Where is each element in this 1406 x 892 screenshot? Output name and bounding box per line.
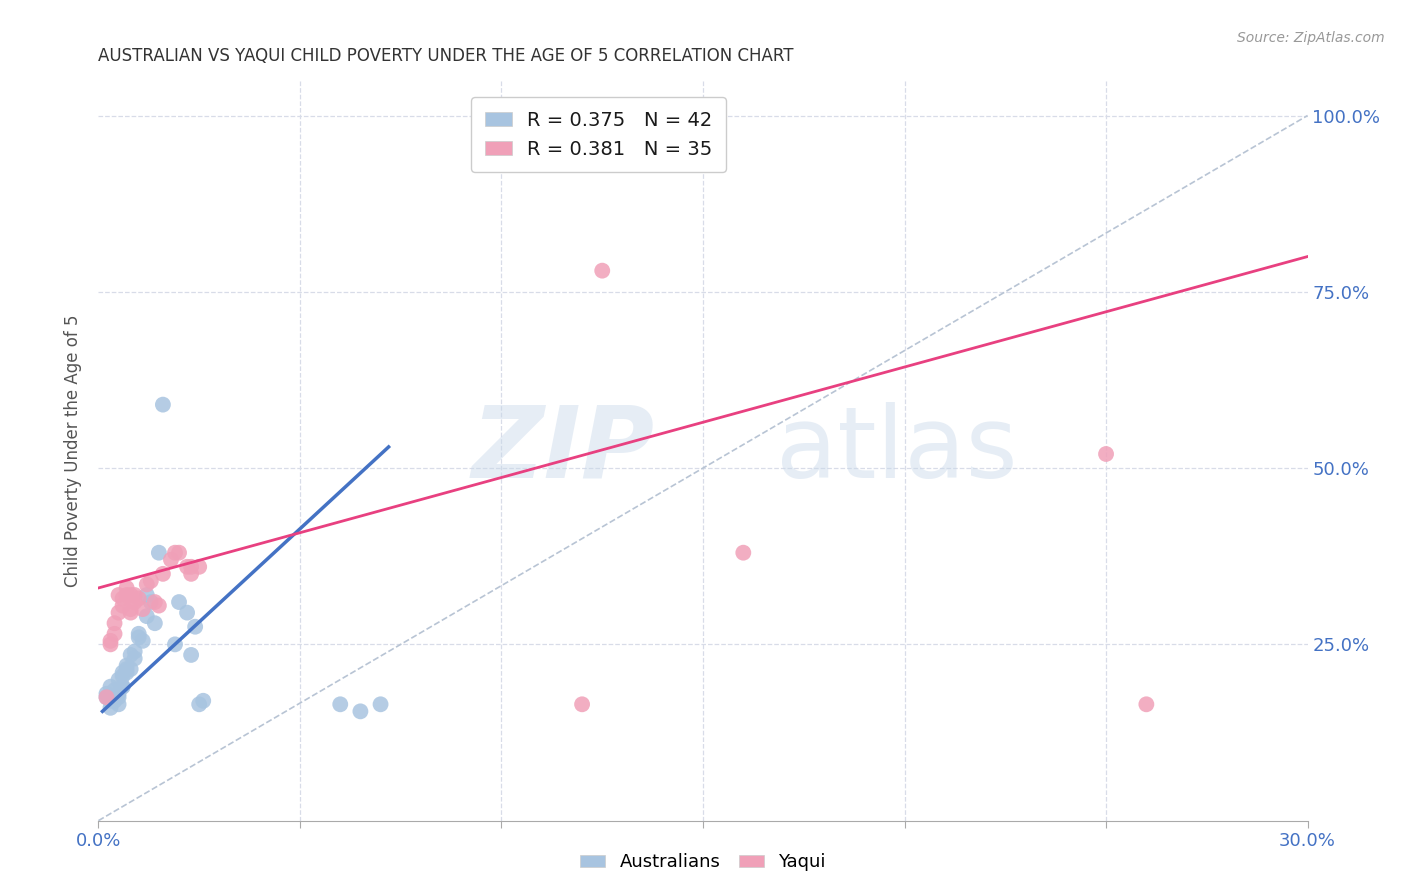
Point bbox=[100, 633, 122, 648]
Point bbox=[100, 680, 122, 694]
Point bbox=[188, 559, 211, 574]
Point bbox=[135, 577, 157, 591]
Point bbox=[152, 398, 174, 412]
Point bbox=[193, 694, 215, 708]
Point bbox=[120, 606, 142, 620]
Point bbox=[124, 595, 146, 609]
Point bbox=[96, 687, 118, 701]
Point bbox=[111, 680, 134, 694]
Point bbox=[96, 690, 118, 705]
Point bbox=[107, 687, 129, 701]
Point bbox=[124, 588, 146, 602]
Point bbox=[111, 680, 134, 694]
Point bbox=[100, 701, 122, 715]
Point bbox=[107, 606, 129, 620]
Text: AUSTRALIAN VS YAQUI CHILD POVERTY UNDER THE AGE OF 5 CORRELATION CHART: AUSTRALIAN VS YAQUI CHILD POVERTY UNDER … bbox=[98, 47, 794, 65]
Point bbox=[163, 637, 186, 651]
Point bbox=[103, 616, 125, 631]
Point bbox=[103, 690, 125, 705]
Point bbox=[139, 574, 162, 588]
Point bbox=[115, 581, 138, 595]
Point bbox=[128, 591, 150, 606]
Point bbox=[180, 559, 202, 574]
Point bbox=[370, 698, 392, 712]
Point bbox=[132, 633, 155, 648]
Point bbox=[139, 595, 162, 609]
Point bbox=[176, 559, 198, 574]
Point bbox=[107, 588, 129, 602]
Point bbox=[120, 662, 142, 676]
Text: Source: ZipAtlas.com: Source: ZipAtlas.com bbox=[1237, 31, 1385, 45]
Point bbox=[103, 683, 125, 698]
Point bbox=[120, 602, 142, 616]
Point bbox=[1095, 447, 1118, 461]
Point bbox=[111, 669, 134, 683]
Point bbox=[111, 665, 134, 680]
Point bbox=[111, 599, 134, 613]
Point bbox=[188, 698, 211, 712]
Point bbox=[180, 648, 202, 662]
Point bbox=[184, 620, 207, 634]
Point bbox=[349, 704, 371, 718]
Point bbox=[107, 690, 129, 705]
Y-axis label: Child Poverty Under the Age of 5: Child Poverty Under the Age of 5 bbox=[63, 314, 82, 587]
Point bbox=[111, 591, 134, 606]
Point bbox=[128, 627, 150, 641]
Point bbox=[100, 637, 122, 651]
Point bbox=[148, 599, 170, 613]
Point bbox=[103, 694, 125, 708]
Legend: Australians, Yaqui: Australians, Yaqui bbox=[572, 847, 834, 879]
Point bbox=[100, 694, 122, 708]
Point bbox=[120, 648, 142, 662]
Point bbox=[135, 609, 157, 624]
Point bbox=[733, 546, 755, 560]
Point bbox=[571, 698, 593, 712]
Point bbox=[160, 553, 183, 567]
Point bbox=[96, 690, 118, 705]
Point bbox=[135, 588, 157, 602]
Point bbox=[124, 651, 146, 665]
Point bbox=[167, 595, 190, 609]
Point bbox=[120, 588, 142, 602]
Text: atlas: atlas bbox=[776, 402, 1017, 499]
Point bbox=[163, 546, 186, 560]
Point bbox=[167, 546, 190, 560]
Point bbox=[148, 546, 170, 560]
Point bbox=[132, 602, 155, 616]
Point bbox=[115, 665, 138, 680]
Point bbox=[591, 263, 613, 277]
Point bbox=[329, 698, 352, 712]
Point bbox=[128, 630, 150, 644]
Point bbox=[115, 588, 138, 602]
Point bbox=[152, 566, 174, 581]
Point bbox=[107, 673, 129, 687]
Point bbox=[143, 616, 166, 631]
Text: ZIP: ZIP bbox=[471, 402, 655, 499]
Point bbox=[107, 698, 129, 712]
Point bbox=[115, 662, 138, 676]
Point bbox=[143, 595, 166, 609]
Point bbox=[1135, 698, 1157, 712]
Point bbox=[115, 658, 138, 673]
Point bbox=[180, 566, 202, 581]
Point bbox=[103, 627, 125, 641]
Point bbox=[124, 644, 146, 658]
Legend: R = 0.375   N = 42, R = 0.381   N = 35: R = 0.375 N = 42, R = 0.381 N = 35 bbox=[471, 97, 725, 172]
Point bbox=[176, 606, 198, 620]
